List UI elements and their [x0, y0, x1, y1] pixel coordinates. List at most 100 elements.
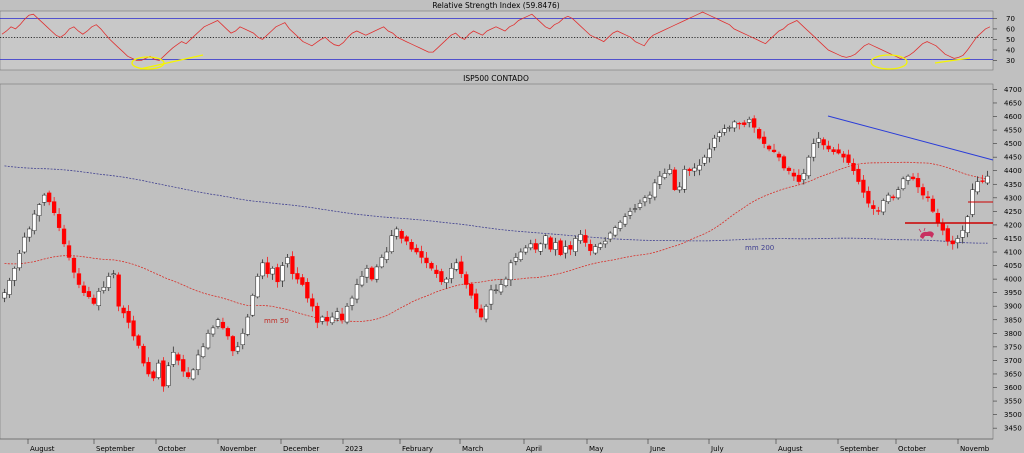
ma50-line: [4, 161, 988, 322]
candle: [161, 357, 166, 392]
candle-body: [478, 308, 484, 318]
candle-body: [56, 214, 62, 228]
candle: [7, 277, 12, 299]
candle-body: [687, 168, 692, 171]
candle-body: [121, 307, 126, 314]
candle-body: [86, 291, 92, 297]
price-title: ISP500 CONTADO: [463, 74, 529, 83]
candle: [846, 149, 851, 165]
candle-body: [757, 129, 762, 139]
x-tick-label: October: [158, 445, 186, 453]
price-tick-label: 4250: [1004, 208, 1022, 216]
candle: [354, 278, 360, 304]
candle: [776, 151, 782, 162]
candle-body: [940, 223, 945, 231]
candle-body: [975, 181, 980, 193]
candle: [617, 220, 623, 232]
candle-body: [930, 198, 936, 212]
candle: [464, 271, 469, 289]
candle: [697, 159, 702, 176]
candle: [334, 307, 340, 322]
candle: [344, 302, 350, 325]
candle: [553, 237, 558, 256]
candle: [61, 224, 67, 247]
candle-body: [61, 228, 67, 245]
candle: [876, 206, 881, 215]
candle-body: [647, 194, 653, 199]
candle-body: [881, 200, 886, 213]
candle: [682, 165, 687, 193]
candle-body: [161, 360, 166, 387]
candle-body: [737, 122, 742, 125]
candle-body: [2, 292, 7, 299]
candle: [459, 255, 464, 279]
candle-body: [598, 243, 603, 248]
candle-body: [811, 143, 816, 158]
candle: [409, 239, 414, 252]
candle: [692, 163, 697, 177]
candle: [960, 225, 965, 244]
candle-body: [225, 328, 231, 337]
candle: [757, 127, 762, 140]
x-tick-label: April: [526, 445, 542, 453]
candle-body: [76, 273, 82, 285]
candle-body: [603, 240, 608, 245]
candle-body: [642, 197, 648, 203]
candle-body: [37, 204, 42, 216]
candle-body: [230, 336, 235, 352]
candle: [131, 315, 136, 341]
candle-body: [255, 276, 260, 298]
candle: [613, 225, 618, 238]
candle-body: [831, 149, 836, 152]
candle: [151, 370, 156, 382]
candle-body: [186, 372, 191, 377]
candle: [647, 191, 653, 204]
price-tick-label: 4600: [1004, 113, 1022, 121]
price-tick-label: 3450: [1004, 425, 1022, 433]
candle-body: [578, 234, 583, 241]
candle: [240, 328, 245, 350]
candle-body: [136, 335, 141, 346]
candle-body: [191, 369, 196, 380]
candle: [881, 198, 886, 216]
candle: [280, 261, 285, 288]
candle: [235, 341, 240, 355]
candle: [17, 250, 22, 271]
candle-body: [22, 236, 27, 253]
candle-body: [42, 194, 47, 203]
candle: [493, 284, 499, 294]
candle: [305, 278, 310, 303]
candle: [101, 281, 106, 294]
candle: [513, 253, 518, 266]
candle: [742, 120, 747, 128]
candle-body: [96, 291, 101, 306]
candle-body: [781, 156, 787, 169]
candle: [637, 199, 643, 211]
candle-body: [905, 175, 911, 181]
candle: [434, 265, 439, 278]
candle: [796, 169, 801, 185]
candle: [483, 304, 489, 323]
candle: [841, 151, 846, 163]
candle-body: [176, 354, 181, 361]
candle: [349, 295, 355, 311]
candle-body: [325, 316, 330, 322]
candle-body: [285, 257, 290, 264]
candle: [27, 226, 32, 242]
candle-body: [945, 228, 950, 242]
candle: [315, 302, 320, 329]
candle-body: [801, 173, 806, 180]
candle-body: [920, 187, 926, 196]
candle: [826, 140, 831, 153]
candle-body: [305, 281, 310, 299]
candle-body: [498, 284, 504, 293]
candle-body: [732, 121, 737, 129]
candle-body: [573, 238, 578, 252]
candle-body: [915, 178, 921, 188]
candle: [295, 267, 300, 284]
candle-body: [627, 211, 633, 216]
candle-body: [17, 253, 22, 269]
candle-body: [359, 276, 365, 286]
candle: [330, 312, 335, 325]
candle-body: [181, 359, 186, 372]
